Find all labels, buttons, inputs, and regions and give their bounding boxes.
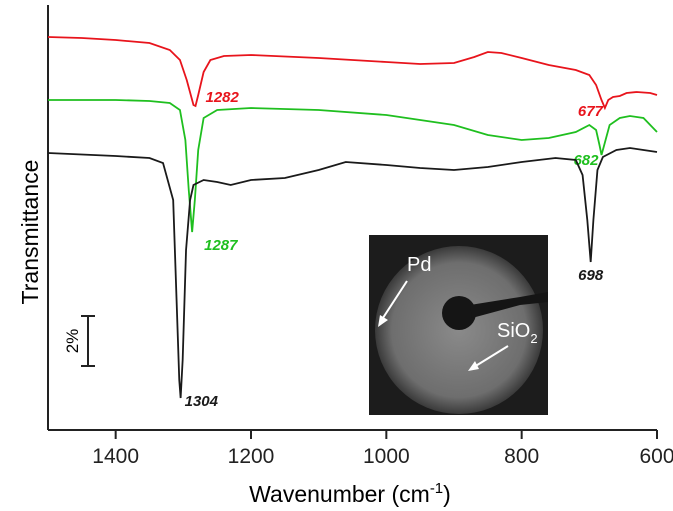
x-tick-label: 1000 — [363, 445, 410, 468]
spectrum-line — [48, 99, 658, 233]
arrow-head — [378, 315, 388, 327]
x-label-sup: -1 — [430, 480, 443, 497]
x-label-main: Wavenumber (cm — [249, 481, 430, 507]
arrow-sio2 — [473, 345, 509, 368]
spectrum-line — [47, 36, 658, 111]
x-axis-label: Wavenumber (cm-1) — [249, 480, 451, 507]
peak-label: 677 — [578, 103, 604, 120]
arrow-pd — [380, 280, 408, 322]
x-tick-label: 600 — [639, 445, 673, 468]
peak-label: 682 — [573, 152, 599, 169]
inset-label: SiO2 — [497, 320, 538, 346]
peak-label: 1287 — [204, 237, 238, 254]
probe-arm — [470, 292, 548, 318]
y-axis-label: Transmittance — [17, 160, 43, 305]
inset-label-main: SiO — [497, 320, 530, 342]
spectrum-line — [47, 147, 658, 399]
peak-label: 1304 — [185, 393, 219, 410]
arrow-head — [468, 361, 479, 371]
peak-label: 698 — [578, 267, 604, 284]
peak-label: 1282 — [206, 89, 240, 106]
probe-tip — [442, 296, 476, 330]
scale-bar-label: 2% — [63, 329, 82, 354]
x-label-end: ) — [443, 481, 451, 507]
inset-label: Pd — [407, 254, 431, 276]
inset-label-sub: 2 — [530, 331, 537, 346]
inset-photo: Pd SiO2 — [369, 235, 548, 415]
x-tick-label: 800 — [504, 445, 539, 468]
x-tick-label: 1200 — [228, 445, 275, 468]
x-tick-label: 1400 — [92, 445, 139, 468]
